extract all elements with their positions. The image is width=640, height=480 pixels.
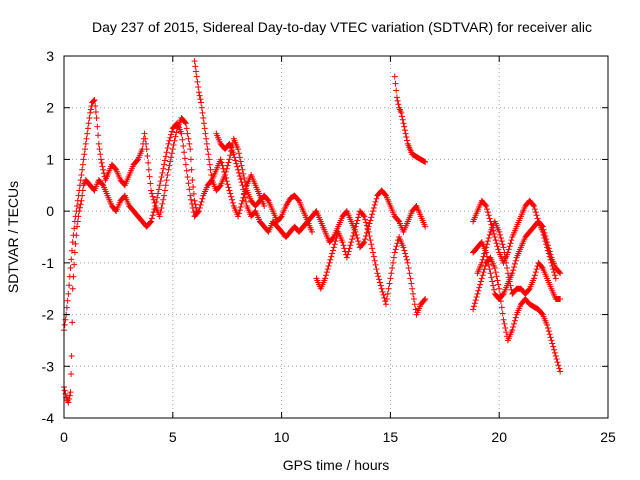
y-tick-label: 0 bbox=[46, 203, 54, 219]
series-trace-h bbox=[470, 197, 564, 277]
series-markers bbox=[470, 254, 564, 375]
series-trace-i bbox=[474, 218, 564, 303]
x-tick-label: 25 bbox=[600, 429, 616, 445]
axis-ticks: 0 5 10 15 20 25 -4 -3 -2 -1 0 1 2 3 bbox=[42, 48, 616, 445]
grid-lines bbox=[64, 56, 608, 418]
series-markers bbox=[470, 197, 564, 277]
plot-frame bbox=[63, 55, 609, 419]
y-tick-label: 1 bbox=[46, 151, 54, 167]
series-markers bbox=[191, 58, 316, 235]
x-tick-label: 10 bbox=[274, 429, 290, 445]
series-markers bbox=[61, 96, 200, 334]
series-trace-e bbox=[313, 208, 429, 318]
series-trace-f bbox=[391, 73, 429, 166]
series-trace-g bbox=[470, 254, 564, 375]
series-markers bbox=[470, 218, 559, 303]
y-axis-label: SDTVAR / TECUs bbox=[5, 181, 21, 293]
x-axis-label: GPS time / hours bbox=[283, 457, 390, 473]
y-tick-label: -3 bbox=[42, 358, 55, 374]
chart-title: Day 237 of 2015, Sidereal Day-to-day VTE… bbox=[92, 19, 592, 35]
series-markers bbox=[474, 218, 564, 303]
y-tick-label: 2 bbox=[46, 100, 54, 116]
series-markers bbox=[391, 73, 429, 166]
y-tick-label: -1 bbox=[42, 255, 55, 271]
series-trace-j bbox=[470, 218, 559, 303]
x-tick-label: 20 bbox=[491, 429, 507, 445]
data-points bbox=[61, 58, 564, 406]
y-tick-label: -2 bbox=[42, 307, 55, 323]
series-markers bbox=[213, 130, 429, 251]
series-trace-a bbox=[61, 96, 200, 334]
x-tick-label: 0 bbox=[60, 429, 68, 445]
x-tick-label: 5 bbox=[169, 429, 177, 445]
series-trace-c bbox=[191, 58, 316, 235]
series-trace-d bbox=[213, 130, 429, 251]
x-tick-label: 15 bbox=[383, 429, 399, 445]
series-markers bbox=[313, 208, 429, 318]
y-tick-label: -4 bbox=[42, 410, 55, 426]
y-tick-label: 3 bbox=[46, 48, 54, 64]
